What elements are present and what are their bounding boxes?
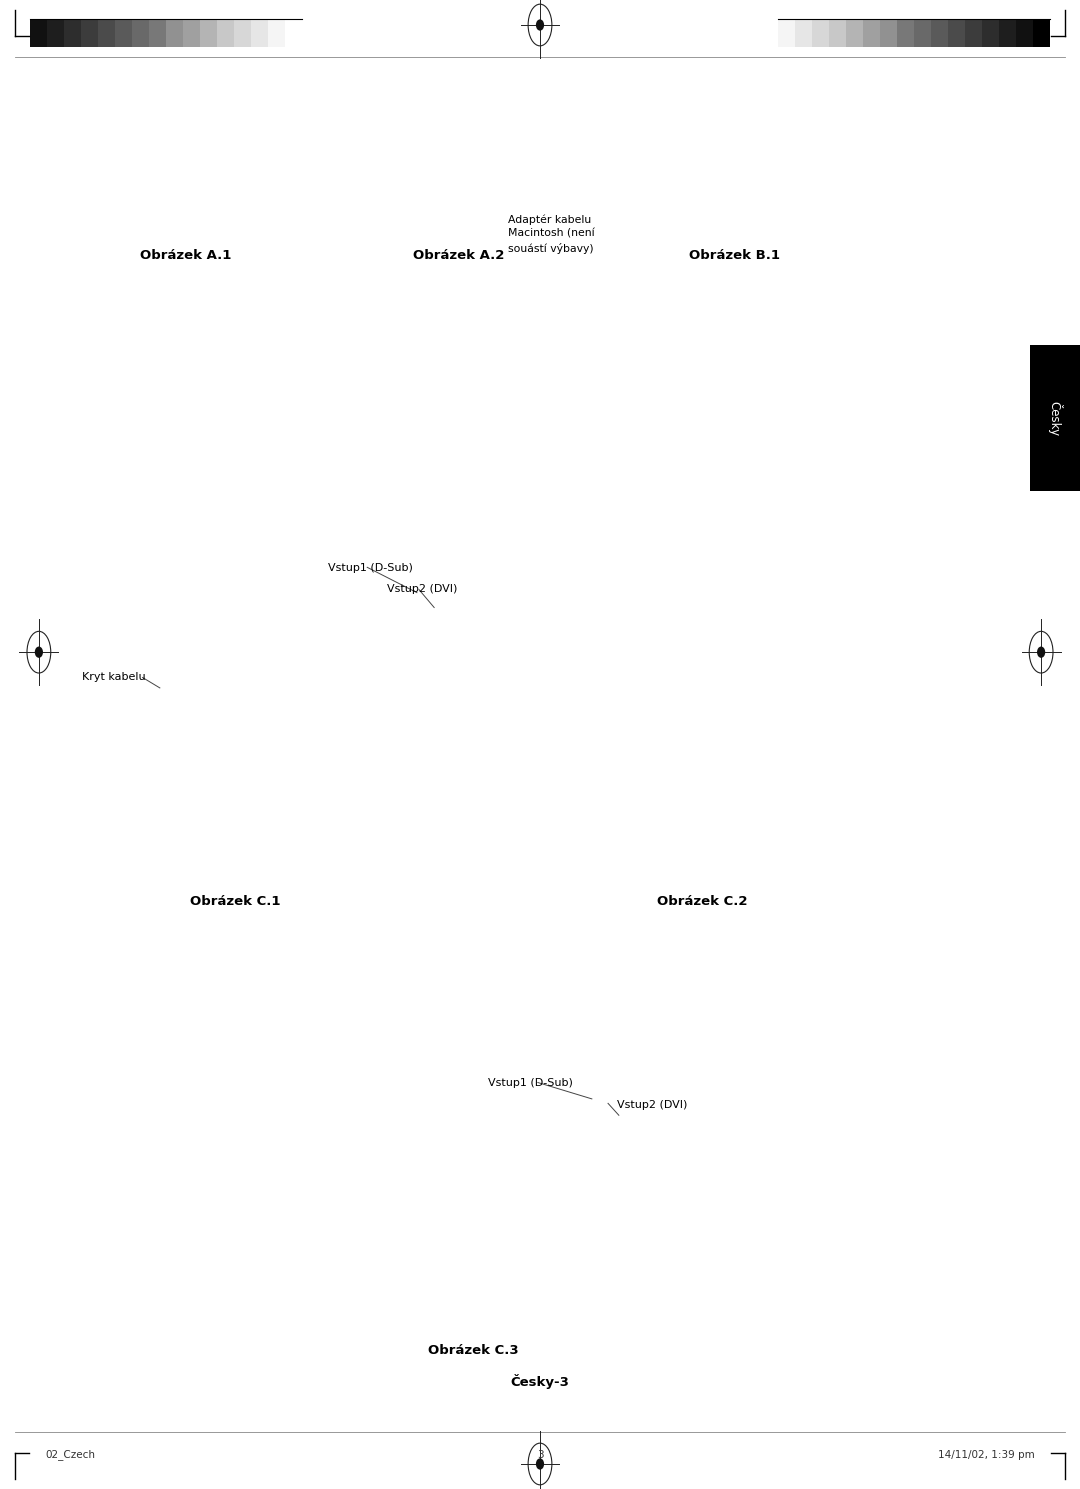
Bar xyxy=(914,18,931,46)
Text: Obrázek A.1: Obrázek A.1 xyxy=(140,249,231,262)
Bar xyxy=(896,18,914,46)
Bar xyxy=(863,18,879,46)
Bar xyxy=(98,18,116,46)
Circle shape xyxy=(35,646,43,658)
Bar xyxy=(166,18,184,46)
Text: Obrázek C.2: Obrázek C.2 xyxy=(657,895,747,908)
Text: Kryt kabelu: Kryt kabelu xyxy=(82,672,146,682)
Text: Vstup2 (DVI): Vstup2 (DVI) xyxy=(617,1100,687,1111)
Bar xyxy=(184,18,201,46)
Bar xyxy=(1030,345,1080,491)
Bar xyxy=(116,18,132,46)
Bar xyxy=(1032,18,1050,46)
Bar xyxy=(149,18,166,46)
Bar xyxy=(268,18,285,46)
Bar xyxy=(48,18,65,46)
Text: 14/11/02, 1:39 pm: 14/11/02, 1:39 pm xyxy=(937,1450,1035,1459)
Text: Adaptér kabelu
Macintosh (není
souástí výbavy): Adaptér kabelu Macintosh (není souástí v… xyxy=(508,214,594,253)
Bar xyxy=(964,18,982,46)
Text: Obrázek C.3: Obrázek C.3 xyxy=(428,1343,518,1356)
Bar xyxy=(795,18,812,46)
Text: Vstup1 (D-Sub): Vstup1 (D-Sub) xyxy=(488,1078,573,1088)
Bar xyxy=(217,18,234,46)
Bar xyxy=(948,18,964,46)
Text: Česky-3: Česky-3 xyxy=(511,1374,569,1389)
Text: 02_Czech: 02_Czech xyxy=(45,1449,95,1461)
Circle shape xyxy=(1037,646,1045,658)
Bar xyxy=(30,18,48,46)
Bar xyxy=(879,18,896,46)
Bar xyxy=(81,18,98,46)
Text: 3: 3 xyxy=(537,1450,543,1459)
Circle shape xyxy=(536,1458,544,1470)
Bar xyxy=(64,18,81,46)
Bar xyxy=(133,18,149,46)
Bar xyxy=(846,18,863,46)
Bar xyxy=(999,18,1015,46)
Text: Vstup2 (DVI): Vstup2 (DVI) xyxy=(387,584,457,594)
Bar xyxy=(931,18,948,46)
Bar xyxy=(201,18,217,46)
Bar xyxy=(234,18,252,46)
Bar xyxy=(828,18,846,46)
Circle shape xyxy=(536,19,544,31)
Text: Česky: Česky xyxy=(1048,401,1063,436)
Text: Vstup1 (D-Sub): Vstup1 (D-Sub) xyxy=(328,563,414,573)
Bar xyxy=(252,18,268,46)
Bar xyxy=(285,18,302,46)
Bar xyxy=(778,18,795,46)
Text: Obrázek B.1: Obrázek B.1 xyxy=(689,249,780,262)
Bar xyxy=(1015,18,1032,46)
Text: Obrázek C.1: Obrázek C.1 xyxy=(190,895,281,908)
Bar xyxy=(812,18,828,46)
Text: Obrázek A.2: Obrázek A.2 xyxy=(414,249,504,262)
Bar xyxy=(982,18,999,46)
